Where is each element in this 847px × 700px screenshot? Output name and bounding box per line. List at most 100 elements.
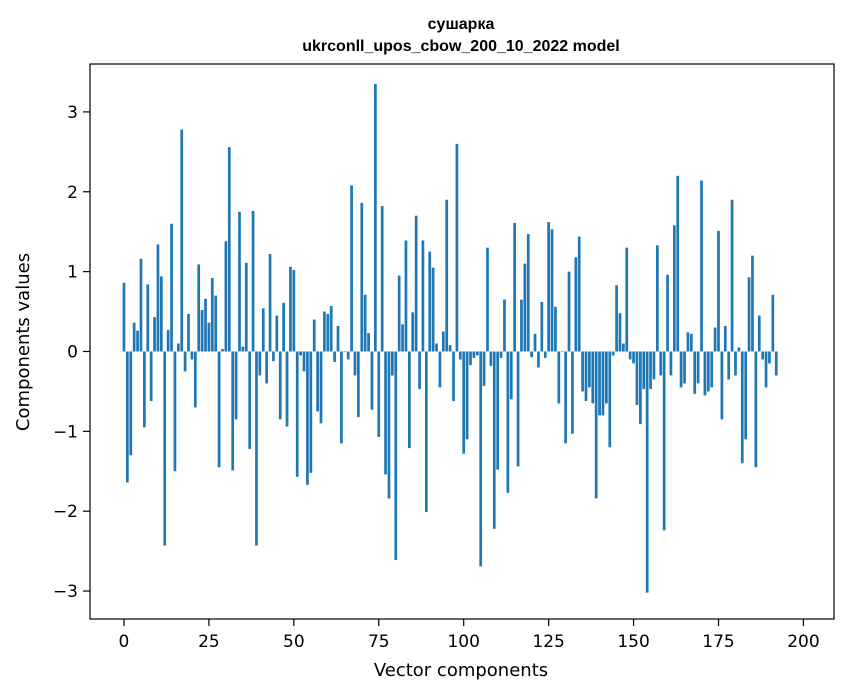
bar-45 xyxy=(275,315,279,352)
bar-166 xyxy=(686,332,690,352)
y-tick-label: 3 xyxy=(67,103,78,123)
bar-137 xyxy=(588,351,591,388)
bar-23 xyxy=(200,309,204,352)
bar-180 xyxy=(734,351,737,376)
bar-65 xyxy=(343,351,347,352)
bar-133 xyxy=(574,257,578,352)
bar-2 xyxy=(129,351,133,456)
bar-160 xyxy=(666,274,669,352)
x-tick-label: 125 xyxy=(532,632,564,652)
x-tick-label: 25 xyxy=(198,632,220,652)
bar-42 xyxy=(265,351,269,384)
bar-95 xyxy=(445,199,449,352)
y-axis-label: Components values xyxy=(13,253,34,431)
x-axis-ticks: 0 25 50 75 100 125 150 175 200 xyxy=(119,619,820,652)
x-axis-label: Vector components xyxy=(374,660,548,681)
chart-subtitle: ukrconll_upos_cbow_200_10_2022 model xyxy=(302,38,619,55)
x-tick-label: 75 xyxy=(368,632,390,652)
bar-183 xyxy=(744,351,748,440)
bar-151 xyxy=(635,351,639,405)
bar-60 xyxy=(326,313,330,352)
bar-120 xyxy=(530,351,533,358)
bar-161 xyxy=(669,351,673,376)
bar-57 xyxy=(316,351,319,412)
bar-15 xyxy=(173,351,177,472)
bar-83 xyxy=(404,240,408,352)
bar-154 xyxy=(645,351,649,593)
bar-17 xyxy=(180,129,184,352)
bar-55 xyxy=(309,351,313,473)
bars-group xyxy=(122,83,778,593)
bar-85 xyxy=(411,312,415,352)
bar-169 xyxy=(696,351,700,384)
bar-56 xyxy=(312,319,316,352)
bar-134 xyxy=(577,236,581,352)
plot-frame xyxy=(89,63,835,620)
bar-53 xyxy=(302,351,306,372)
bar-43 xyxy=(268,254,272,352)
bar-93 xyxy=(438,351,442,388)
bar-141 xyxy=(601,351,605,416)
bar-5 xyxy=(139,258,143,352)
bar-34 xyxy=(238,211,241,352)
bar-170 xyxy=(700,180,703,352)
bar-192 xyxy=(774,351,778,376)
bar-72 xyxy=(367,333,370,352)
bar-181 xyxy=(737,347,741,352)
bar-168 xyxy=(693,351,697,394)
bar-101 xyxy=(465,351,469,440)
bar-126 xyxy=(550,229,554,352)
bar-13 xyxy=(166,329,170,352)
bar-178 xyxy=(727,351,731,380)
y-tick-label: −1 xyxy=(53,422,78,442)
bar-102 xyxy=(469,351,472,366)
bar-27 xyxy=(214,295,218,352)
bar-73 xyxy=(370,351,374,410)
bar-8 xyxy=(149,351,153,401)
bar-84 xyxy=(407,351,411,449)
bar-6 xyxy=(143,351,146,428)
bar-108 xyxy=(489,351,493,366)
bar-128 xyxy=(557,351,561,404)
bar-11 xyxy=(159,276,163,352)
bar-16 xyxy=(176,343,180,352)
bar-3 xyxy=(132,322,136,352)
bar-59 xyxy=(323,311,326,352)
y-tick-label: 2 xyxy=(67,183,78,203)
bar-28 xyxy=(217,351,221,468)
bar-38 xyxy=(251,210,255,352)
bar-31 xyxy=(227,147,231,352)
bar-54 xyxy=(306,351,309,485)
bar-136 xyxy=(584,351,588,401)
bar-184 xyxy=(747,277,751,352)
bar-80 xyxy=(394,351,398,560)
bar-41 xyxy=(261,308,265,352)
bar-185 xyxy=(751,255,754,352)
bar-76 xyxy=(380,206,384,352)
bar-67 xyxy=(350,185,353,352)
bar-190 xyxy=(768,351,771,364)
bar-171 xyxy=(703,351,707,396)
bar-22 xyxy=(197,264,201,352)
bar-146 xyxy=(618,313,622,352)
bar-121 xyxy=(533,333,537,352)
bar-1 xyxy=(126,351,129,483)
bar-79 xyxy=(391,351,394,376)
bar-98 xyxy=(455,143,459,352)
bar-114 xyxy=(509,351,513,400)
bar-20 xyxy=(190,351,194,360)
bar-116 xyxy=(516,351,520,467)
bar-90 xyxy=(428,251,432,352)
bar-36 xyxy=(244,262,248,352)
bar-69 xyxy=(357,351,360,417)
bar-49 xyxy=(289,266,292,352)
bar-9 xyxy=(153,317,156,352)
bar-139 xyxy=(594,351,598,499)
bar-35 xyxy=(241,346,245,352)
bar-165 xyxy=(683,351,686,384)
y-tick-label: −3 xyxy=(53,582,78,602)
bar-109 xyxy=(492,351,496,529)
bar-33 xyxy=(234,351,238,420)
